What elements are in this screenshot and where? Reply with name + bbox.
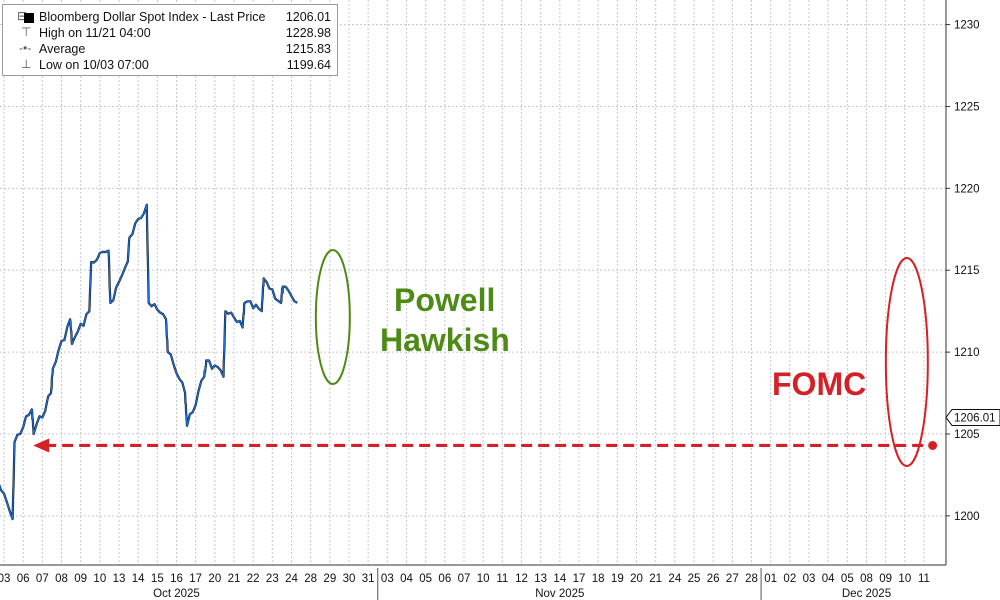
- y-tick-label: 1205: [954, 429, 980, 441]
- legend-row-average: -•- Average 1215.83: [3, 41, 339, 58]
- x-tick-label: 21: [649, 573, 662, 585]
- x-tick-label: 28: [745, 573, 758, 585]
- x-tick-label: 13: [113, 573, 126, 585]
- x-tick-label: 19: [611, 573, 624, 585]
- x-month-label: Oct 2025: [153, 588, 200, 600]
- x-tick-label: 24: [285, 573, 298, 585]
- x-tick-label: 16: [170, 573, 183, 585]
- overlay-layer: [33, 249, 938, 467]
- legend-last-value: 1206.01: [285, 10, 331, 24]
- x-tick-label: 17: [573, 573, 586, 585]
- x-tick-label: 10: [477, 573, 490, 585]
- x-tick-label: 21: [228, 573, 241, 585]
- x-tick-label: 03: [381, 573, 394, 585]
- x-tick-label: 14: [132, 573, 145, 585]
- x-month-label: Dec 2025: [842, 588, 891, 600]
- legend-average-label: Average: [39, 42, 86, 56]
- powell-ellipse: [314, 249, 351, 385]
- y-tick-label: 1200: [954, 511, 980, 523]
- x-tick-label: 06: [17, 573, 30, 585]
- y-tick-label: 1230: [954, 20, 980, 32]
- x-tick-label: 17: [189, 573, 202, 585]
- low-marker-icon: ⊥: [21, 57, 32, 71]
- x-tick-label: 22: [247, 573, 260, 585]
- legend-high-label: High on 11/21 04:00: [39, 26, 151, 40]
- x-tick-label: 14: [553, 573, 566, 585]
- reference-arrowhead: [33, 438, 50, 453]
- x-tick-label: 10: [93, 573, 106, 585]
- x-tick-label: 04: [822, 573, 835, 585]
- x-tick-label: 06: [438, 573, 451, 585]
- x-tick-label: 29: [323, 573, 336, 585]
- x-tick-label: 11: [496, 573, 508, 585]
- x-tick-label: 13: [534, 573, 547, 585]
- y-tick-label: 1220: [954, 183, 980, 195]
- x-tick-label: 04: [400, 573, 413, 585]
- x-tick-label: 02: [783, 573, 796, 585]
- x-tick-label: 05: [419, 573, 432, 585]
- x-tick-label: 20: [630, 573, 643, 585]
- x-tick-label: 09: [879, 573, 892, 585]
- x-tick-label: 30: [343, 573, 356, 585]
- x-tick-label: 07: [458, 573, 471, 585]
- expand-icon: ⊟: [17, 9, 28, 23]
- price-line: [0, 204, 298, 520]
- legend-high-value: 1228.98: [285, 26, 331, 40]
- y-tick-label: 1215: [954, 265, 980, 277]
- legend-row-low: ⊥ Low on 10/03 07:00 1199.64: [3, 57, 339, 74]
- x-tick-label: 31: [362, 573, 375, 585]
- x-tick-label: 12: [515, 573, 528, 585]
- legend-low-label: Low on 10/03 07:00: [39, 58, 149, 72]
- x-tick-label: 20: [208, 573, 221, 585]
- annotation-powell: Powell: [394, 282, 496, 318]
- legend-average-value: 1215.83: [285, 42, 331, 56]
- x-tick-label: 24: [668, 573, 681, 585]
- x-tick-label: 07: [36, 573, 49, 585]
- x-tick-label: 09: [74, 573, 87, 585]
- x-tick-label: 25: [688, 573, 701, 585]
- chart-legend: ⊟ Bloomberg Dollar Spot Index - Last Pri…: [2, 4, 338, 76]
- legend-row-high: ⊤ High on 11/21 04:00 1228.98: [3, 25, 339, 42]
- plot-background: [0, 0, 946, 565]
- average-marker-icon: -•-: [19, 41, 32, 55]
- y-tick-label: 1210: [954, 347, 980, 359]
- x-tick-label: 10: [898, 573, 911, 585]
- legend-row-last-price: ⊟ Bloomberg Dollar Spot Index - Last Pri…: [3, 9, 339, 26]
- x-tick-label: 26: [707, 573, 720, 585]
- x-tick-label: 05: [841, 573, 854, 585]
- x-tick-label: 18: [592, 573, 605, 585]
- x-tick-label: 11: [918, 573, 930, 585]
- annotation-hawkish: Hawkish: [380, 322, 510, 358]
- x-tick-label: 08: [55, 573, 68, 585]
- x-month-label: Nov 2025: [535, 588, 584, 600]
- x-tick-label: 01: [764, 573, 777, 585]
- last-price-swatch: [24, 13, 34, 23]
- grid-layer: [0, 0, 946, 565]
- x-tick-label: 23: [266, 573, 279, 585]
- fomc-ellipse: [884, 257, 929, 467]
- last-price-tag-label: 1206.01: [954, 412, 996, 424]
- x-tick-label: 03: [0, 573, 10, 585]
- legend-low-value: 1199.64: [286, 58, 331, 72]
- x-tick-label: 28: [304, 573, 317, 585]
- x-tick-label: 08: [860, 573, 873, 585]
- x-tick-label: 27: [726, 573, 739, 585]
- x-tick-label: 03: [803, 573, 816, 585]
- reference-end-dot: [928, 440, 938, 450]
- x-tick-label: 15: [151, 573, 164, 585]
- y-tick-label: 1225: [954, 101, 980, 113]
- high-marker-icon: ⊤: [21, 25, 32, 39]
- legend-title: Bloomberg Dollar Spot Index - Last Price: [39, 10, 266, 24]
- annotation-fomc: FOMC: [772, 366, 867, 402]
- last-price-tag: [945, 408, 1000, 426]
- series-layer: [0, 203, 298, 521]
